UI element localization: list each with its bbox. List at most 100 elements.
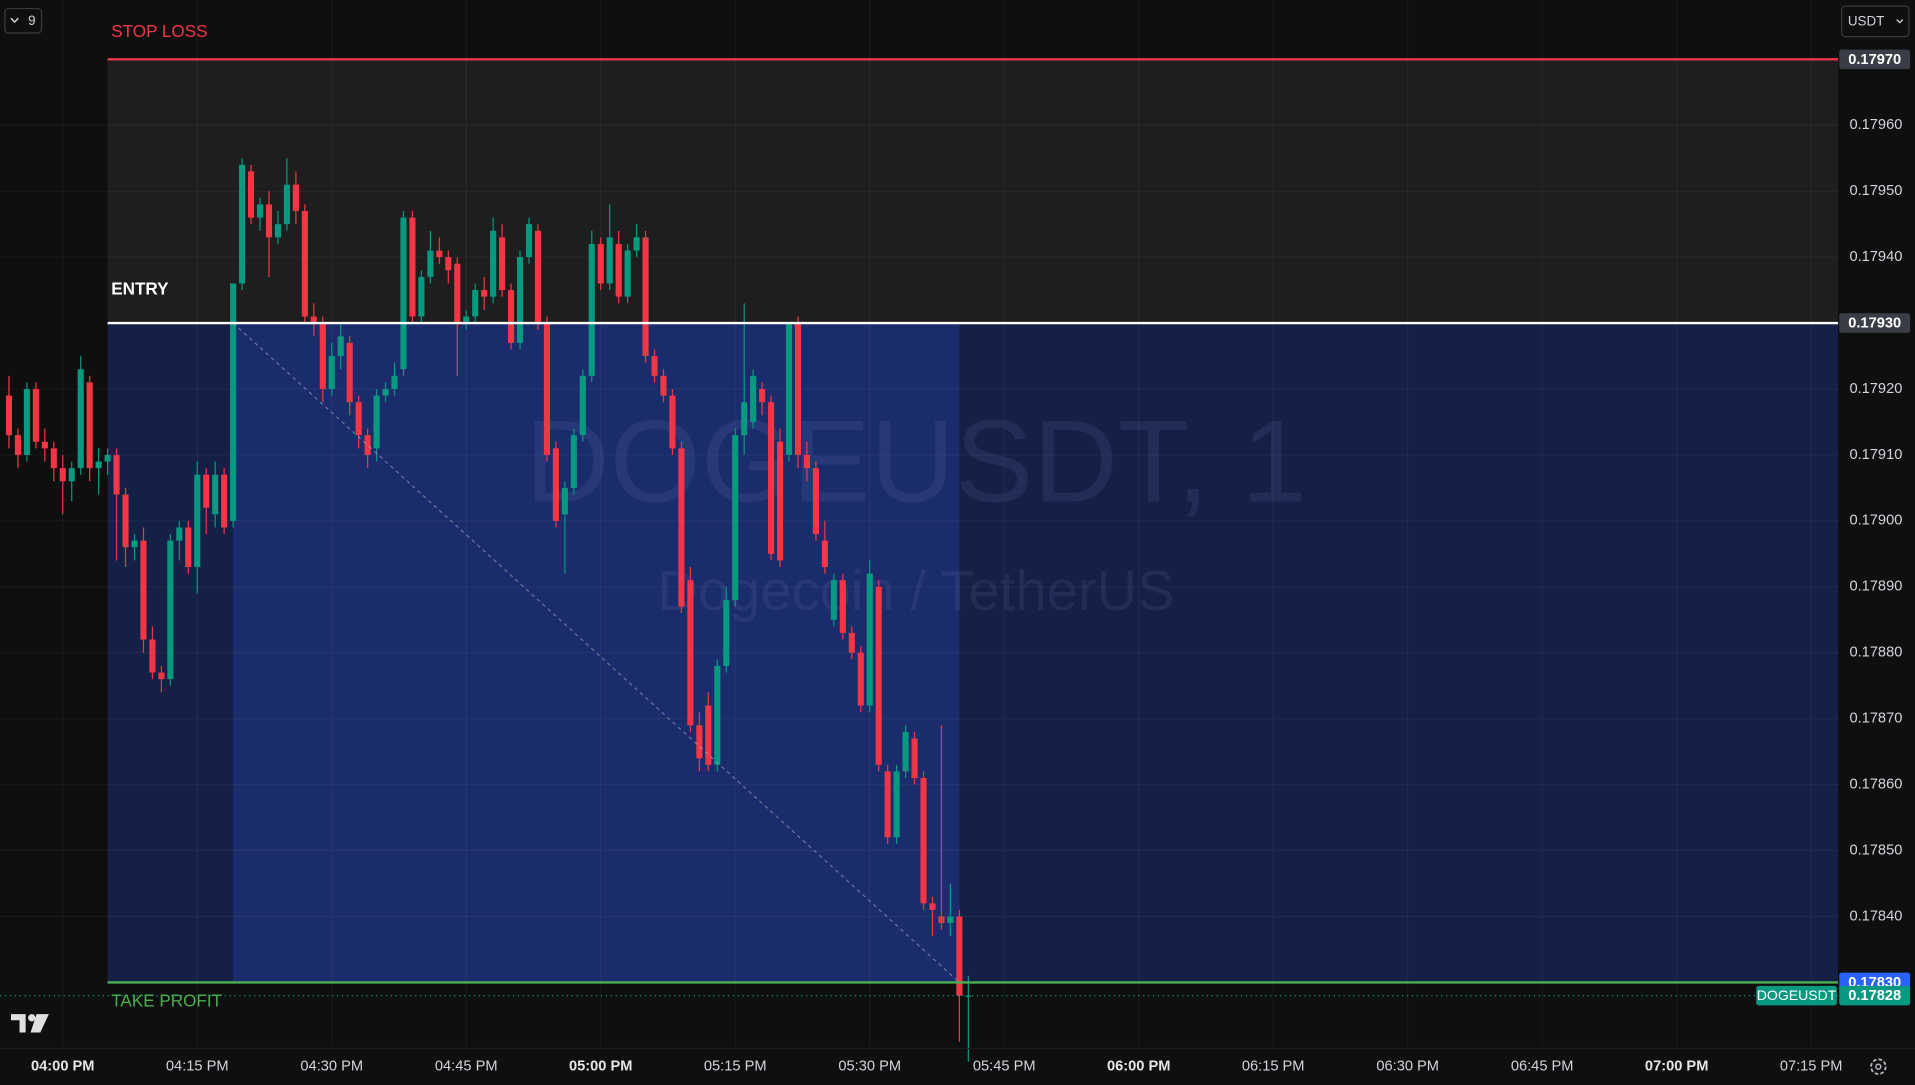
candle-body bbox=[777, 441, 784, 561]
candle-body bbox=[911, 738, 918, 779]
candle-body bbox=[265, 204, 273, 238]
currency-button[interactable] bbox=[1841, 5, 1910, 38]
x-tick-label: 05:15 PM bbox=[704, 1059, 767, 1075]
candle-body bbox=[230, 283, 237, 521]
candle-body bbox=[104, 454, 111, 462]
candle-body bbox=[212, 474, 219, 515]
candle-body bbox=[705, 705, 712, 765]
candle-body bbox=[785, 323, 793, 455]
last-price-badge bbox=[1839, 985, 1911, 1006]
currency-select[interactable]: USDT bbox=[1841, 5, 1910, 38]
logo-part bbox=[30, 1014, 49, 1033]
level-label: STOP LOSS bbox=[111, 22, 207, 41]
logo-part bbox=[28, 1014, 36, 1022]
tv-logo[interactable] bbox=[10, 1014, 49, 1033]
candle-body bbox=[893, 771, 900, 838]
price-badge bbox=[1839, 49, 1911, 70]
candle-body bbox=[221, 474, 228, 528]
position-lines: STOP LOSS 0.17970 ENTRY 0.17930 TAKE PROFIT 0… bbox=[0, 22, 1911, 1010]
indicator-toggle[interactable]: 9 bbox=[4, 7, 43, 34]
candle-body bbox=[938, 916, 945, 924]
candle-body bbox=[570, 435, 577, 488]
candle-body bbox=[382, 389, 389, 396]
candle-body bbox=[167, 540, 174, 680]
candle-body bbox=[256, 204, 264, 218]
x-tick-label: 04:15 PM bbox=[166, 1059, 229, 1075]
candle-body bbox=[95, 461, 102, 469]
candle-body bbox=[660, 375, 667, 396]
candle-body bbox=[23, 389, 30, 455]
price-badge-label: 0.17930 bbox=[1848, 316, 1901, 332]
candle-body bbox=[239, 164, 246, 284]
candle-body bbox=[140, 540, 147, 640]
candle-body bbox=[508, 290, 515, 343]
level-label: ENTRY bbox=[111, 280, 169, 299]
candle-body bbox=[328, 356, 335, 390]
y-tick-label: 0.17900 bbox=[1849, 513, 1902, 529]
candle-body bbox=[848, 632, 855, 653]
trade-path bbox=[232, 322, 960, 983]
candle-body bbox=[866, 573, 873, 706]
candle-body bbox=[723, 599, 730, 666]
candle-body bbox=[310, 316, 317, 324]
candle-body bbox=[247, 171, 255, 218]
watermark: DOGEUSDT, 1 Dogecoin / TetherUS bbox=[525, 395, 1307, 622]
symbol-badge-label: DOGEUSDT bbox=[1757, 987, 1837, 1003]
candle-body bbox=[436, 250, 443, 258]
logo-part bbox=[10, 1014, 26, 1033]
y-tick-label: 0.17860 bbox=[1849, 776, 1902, 792]
chevron-icon bbox=[1896, 19, 1904, 24]
candle-body bbox=[176, 527, 183, 541]
last-price-label: 0.17828 bbox=[1848, 988, 1901, 1004]
x-tick-label: 07:00 PM bbox=[1645, 1059, 1708, 1075]
chevron-icon bbox=[10, 17, 19, 24]
candle-body bbox=[534, 230, 542, 324]
indicator-button[interactable] bbox=[4, 7, 43, 34]
x-tick-label: 06:00 PM bbox=[1107, 1059, 1170, 1075]
candle-body bbox=[579, 375, 586, 436]
candle-body bbox=[606, 237, 613, 284]
candle-body bbox=[337, 336, 344, 357]
candle-body bbox=[956, 916, 963, 996]
candle-body bbox=[427, 250, 434, 277]
x-tick-label: 04:00 PM bbox=[31, 1059, 94, 1075]
y-tick-label: 0.17940 bbox=[1849, 249, 1902, 265]
x-tick-label: 06:30 PM bbox=[1376, 1059, 1439, 1075]
candle-body bbox=[364, 435, 371, 455]
candle-body bbox=[113, 454, 120, 495]
gear-center bbox=[1875, 1063, 1882, 1070]
candle-body bbox=[122, 494, 129, 548]
price-badge bbox=[1839, 313, 1911, 333]
candle-body bbox=[561, 487, 568, 515]
stop-zone bbox=[107, 59, 1839, 324]
axes: 0.17960 0.17950 0.17940 0.17920 0.17910 0.179… bbox=[0, 117, 1915, 1075]
y-tick-label: 0.17890 bbox=[1849, 579, 1902, 595]
candle-body bbox=[283, 184, 290, 225]
candle-body bbox=[454, 263, 461, 324]
candle-body bbox=[59, 468, 66, 482]
candle-body bbox=[732, 435, 739, 600]
candle-body bbox=[301, 210, 308, 317]
candle-body bbox=[857, 652, 864, 706]
candle-body bbox=[158, 672, 165, 680]
candle-body bbox=[14, 435, 21, 455]
candle-body bbox=[292, 184, 299, 211]
candle-body bbox=[812, 468, 819, 535]
candle-body bbox=[516, 257, 524, 343]
candle-body bbox=[5, 395, 13, 436]
watermark-title: DOGEUSDT, 1 bbox=[525, 395, 1307, 526]
x-tick-label: 05:00 PM bbox=[569, 1059, 632, 1075]
candle-body bbox=[597, 243, 604, 284]
candle-body bbox=[400, 217, 407, 370]
y-tick-label: 0.17870 bbox=[1849, 711, 1902, 727]
y-tick-label: 0.17960 bbox=[1849, 117, 1902, 133]
candle-body bbox=[929, 903, 936, 910]
candle-body bbox=[445, 257, 452, 271]
candle-body bbox=[346, 342, 353, 403]
candle-body bbox=[499, 237, 506, 291]
candle-body bbox=[185, 527, 192, 568]
candle-body bbox=[902, 731, 909, 772]
candle-body bbox=[830, 580, 837, 620]
y-tick-label: 0.17920 bbox=[1849, 381, 1902, 397]
